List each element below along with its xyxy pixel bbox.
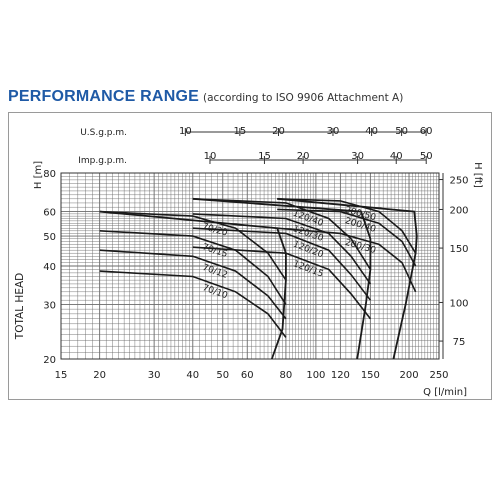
x-tick-label: 15 <box>55 370 68 381</box>
y-tick-label-left: 80 <box>43 169 56 180</box>
top-axis-tick-label: 40 <box>365 126 378 137</box>
chart-grid <box>60 128 444 360</box>
y-tick-label-right: 150 <box>449 244 468 255</box>
curve-label: 70/15 <box>201 242 229 260</box>
y-tick-label-left: 40 <box>43 262 56 273</box>
y-tick-label-right: 75 <box>453 337 466 348</box>
performance-chart: 15 20 30 40 50 60 80 100 120 150 200 250 20 30 40 50 60 8… <box>14 126 483 398</box>
pump-curve-line <box>192 246 372 320</box>
y-tick-label-left: 20 <box>43 355 56 366</box>
top-axis-tick-label: 50 <box>420 151 433 162</box>
top-axis-tick-label: 30 <box>327 126 340 137</box>
top-axis-label: Imp.g.p.m. <box>78 156 127 166</box>
pump-curve-line <box>277 198 417 254</box>
y-axis-unit-left: H [m] <box>33 161 44 189</box>
curve-label: 70/12 <box>201 263 229 281</box>
x-tick-label: 250 <box>429 370 448 381</box>
family-envelope-line <box>99 210 287 360</box>
x-tick-label: 150 <box>361 370 380 381</box>
family-envelope-line <box>192 197 372 360</box>
chart-header: PERFORMANCE RANGE (according to ISO 9906 … <box>8 86 403 106</box>
x-tick-label: 50 <box>216 370 229 381</box>
pump-curve-line <box>277 227 417 293</box>
pump-curve-line <box>99 270 287 338</box>
page-title: PERFORMANCE RANGE <box>8 88 199 105</box>
y-tick-label-left: 50 <box>43 232 56 243</box>
chart-frame: 15 20 30 40 50 60 80 100 120 150 200 250 20 30 40 50 60 8… <box>8 112 492 400</box>
family-envelope-line <box>277 197 418 360</box>
top-axis-tick-label: 10 <box>179 126 192 137</box>
top-axis-tick-label: 15 <box>258 151 271 162</box>
top-axis-tick-label: 30 <box>351 151 364 162</box>
y-tick-label-right: 100 <box>449 298 468 309</box>
pump-curve-line <box>99 210 287 281</box>
top-axis-tick-label: 60 <box>420 126 433 137</box>
top-axis-tick-label: 10 <box>204 151 217 162</box>
x-axis-title: Q [l/min] <box>423 387 467 398</box>
top-axis-tick-label: 20 <box>272 126 285 137</box>
x-tick-label: 100 <box>306 370 325 381</box>
page-subtitle: (according to ISO 9906 Attachment A) <box>202 92 404 104</box>
top-axis-tick-label: 40 <box>390 151 403 162</box>
x-tick-label: 120 <box>331 370 350 381</box>
y-tick-label-left: 60 <box>43 208 56 219</box>
x-tick-label: 40 <box>186 370 199 381</box>
top-axis-label: U.S.g.p.m. <box>80 128 127 138</box>
y-axis-unit-right: H [ft] <box>472 162 483 188</box>
pump-curve-line <box>192 213 372 285</box>
x-tick-label: 20 <box>93 370 106 381</box>
top-axis-tick-label: 15 <box>233 126 246 137</box>
chart-curves <box>99 197 418 360</box>
top-axis-tick-label: 20 <box>297 151 310 162</box>
pump-curve-line <box>192 227 372 301</box>
pump-curve-line <box>192 198 372 270</box>
y-tick-label-right: 250 <box>449 176 468 187</box>
x-tick-label: 30 <box>148 370 161 381</box>
pump-curve-line <box>277 208 417 267</box>
y-axis-title: TOTAL HEAD <box>14 273 26 340</box>
y-tick-label-right: 200 <box>449 205 468 216</box>
curve-label: 70/10 <box>201 283 229 301</box>
pump-curve-line <box>99 249 287 320</box>
x-tick-label: 60 <box>241 370 254 381</box>
x-tick-label: 200 <box>399 370 418 381</box>
top-axis-tick-label: 50 <box>395 126 408 137</box>
x-tick-label: 80 <box>280 370 293 381</box>
plot-border <box>60 172 440 360</box>
y-tick-label-left: 30 <box>43 301 56 312</box>
